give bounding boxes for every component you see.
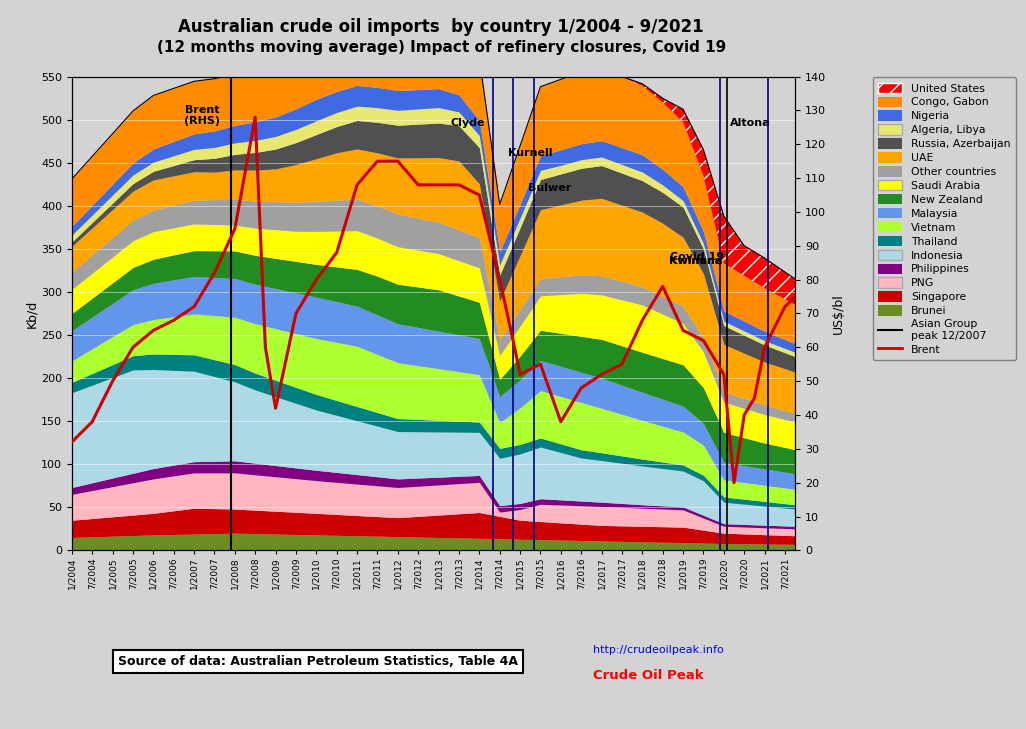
- Text: Clyde: Clyde: [450, 118, 485, 128]
- Text: Kwinana: Kwinana: [669, 256, 722, 266]
- Text: (12 months moving average) Impact of refinery closures, Covid 19: (12 months moving average) Impact of ref…: [157, 40, 725, 55]
- Brent: [629, 330, 641, 339]
- Y-axis label: Kb/d: Kb/d: [26, 300, 38, 327]
- Text: Altona: Altona: [729, 118, 771, 128]
- Legend: United States, Congo, Gabon, Nigeria, Algeria, Libya, Russia, Azerbaijan, UAE, O: United States, Congo, Gabon, Nigeria, Al…: [873, 77, 1016, 360]
- Brent: [727, 478, 740, 487]
- Brent: [249, 113, 262, 122]
- Text: Australian crude oil imports  by country 1/2004 - 9/2021: Australian crude oil imports by country …: [179, 18, 704, 36]
- Brent: [379, 157, 391, 165]
- Brent: [66, 437, 78, 446]
- Brent: [521, 367, 534, 375]
- Brent: [704, 348, 716, 356]
- Line: Brent: Brent: [72, 117, 795, 483]
- Text: Kurnell: Kurnell: [508, 149, 552, 158]
- Text: Bulwer: Bulwer: [528, 183, 571, 193]
- Text: Source of data: Australian Petroleum Statistics, Table 4A: Source of data: Australian Petroleum Sta…: [118, 655, 518, 668]
- Brent: [432, 181, 444, 190]
- Text: http://crudeoilpeak.info: http://crudeoilpeak.info: [593, 645, 723, 655]
- Text: Covid 19: Covid 19: [670, 252, 724, 262]
- Text: Crude Oil Peak: Crude Oil Peak: [593, 669, 703, 682]
- Brent: [330, 248, 343, 257]
- Text: Kwinana: Kwinana: [669, 256, 722, 266]
- Text: Brent
(RHS): Brent (RHS): [185, 104, 221, 126]
- Brent: [789, 292, 801, 301]
- Y-axis label: US$/bl: US$/bl: [831, 293, 844, 334]
